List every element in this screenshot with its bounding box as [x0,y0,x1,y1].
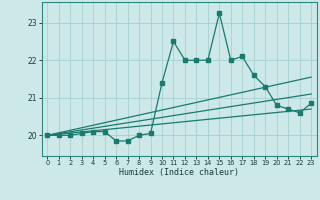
X-axis label: Humidex (Indice chaleur): Humidex (Indice chaleur) [119,168,239,177]
